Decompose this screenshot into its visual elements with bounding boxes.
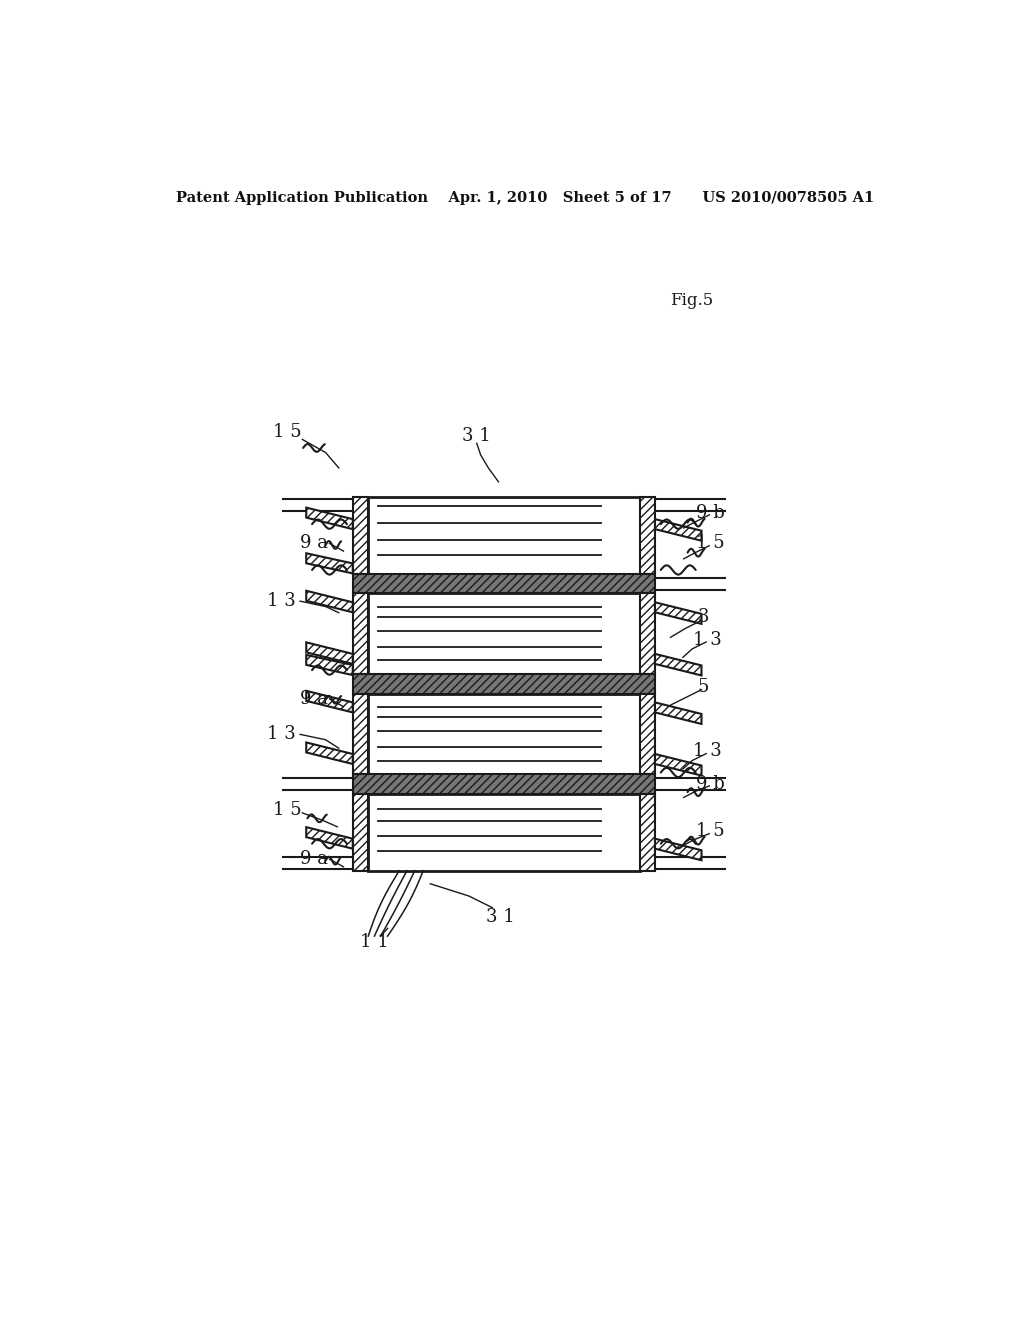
Bar [369,498,640,574]
Text: 3 1: 3 1 [485,908,514,925]
Text: 9 a: 9 a [300,535,328,552]
Polygon shape [306,828,352,849]
Polygon shape [655,602,701,624]
Text: 3: 3 [697,609,709,626]
Bar [352,793,369,871]
Polygon shape [655,838,701,861]
Text: 1 1: 1 1 [360,933,389,952]
Text: 9 b: 9 b [696,504,725,521]
Polygon shape [306,742,352,764]
Text: 5: 5 [697,678,709,697]
Polygon shape [655,702,701,723]
Polygon shape [306,508,352,529]
Bar [369,693,640,775]
Polygon shape [655,754,701,776]
Bar [352,594,369,675]
Bar [640,594,655,675]
Bar [369,594,640,675]
Text: 1 3: 1 3 [693,742,722,760]
Bar [369,793,640,871]
Text: 9 b: 9 b [696,775,725,792]
Text: 9 a: 9 a [300,850,328,869]
Bar [352,498,369,574]
Text: Fig.5: Fig.5 [671,292,714,309]
Text: 1 3: 1 3 [267,726,296,743]
Bar [640,498,655,574]
Text: 1 5: 1 5 [696,535,725,552]
Text: 9 a: 9 a [300,690,328,708]
Text: Patent Application Publication    Apr. 1, 2010   Sheet 5 of 17      US 2010/0078: Patent Application Publication Apr. 1, 2… [176,191,873,206]
Bar [640,693,655,775]
Bar [352,675,655,693]
Text: 1 5: 1 5 [272,422,301,441]
Text: 1 5: 1 5 [272,801,301,818]
Text: 1 5: 1 5 [696,822,725,841]
Bar [352,574,655,594]
Text: 1 3: 1 3 [693,631,722,648]
Polygon shape [306,690,352,713]
Bar [352,693,369,775]
Polygon shape [655,653,701,676]
Polygon shape [655,519,701,541]
Polygon shape [306,553,352,573]
Polygon shape [306,591,352,612]
Bar [352,775,655,793]
Text: 1 3: 1 3 [267,593,296,610]
Bar [640,793,655,871]
Polygon shape [306,643,352,664]
Text: 3 1: 3 1 [463,426,492,445]
Polygon shape [306,655,352,675]
